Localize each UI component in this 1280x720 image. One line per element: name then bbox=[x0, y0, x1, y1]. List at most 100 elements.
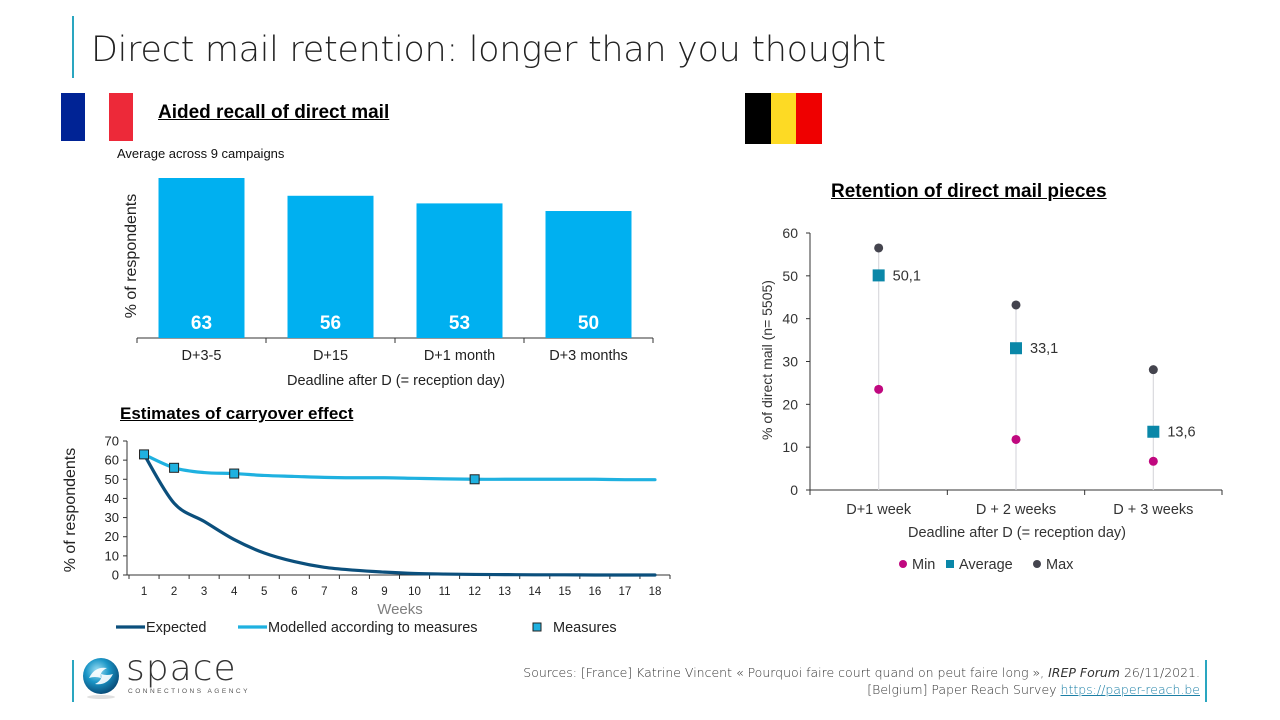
legend-label: Average bbox=[959, 557, 1013, 573]
y-axis-label: % of direct mail (n= 5505) bbox=[759, 280, 775, 440]
max-point bbox=[874, 243, 884, 253]
y-axis-label: % of respondents bbox=[62, 448, 79, 573]
flag-stripe bbox=[771, 93, 796, 144]
sources-publication: IREP Forum bbox=[1048, 665, 1120, 680]
measure-point bbox=[139, 449, 150, 460]
average-point bbox=[872, 269, 885, 282]
series-line-expected bbox=[142, 452, 657, 577]
measure-point bbox=[169, 462, 180, 473]
y-tick-label: 10 bbox=[782, 439, 798, 455]
min-point bbox=[1011, 434, 1021, 444]
bar bbox=[416, 203, 503, 338]
x-tick-label: 17 bbox=[619, 586, 632, 598]
x-tick-label: 5 bbox=[261, 586, 267, 598]
x-tick-label: D+15 bbox=[313, 348, 348, 364]
sources-line-1: Sources: [France] Katrine Vincent « Pour… bbox=[523, 664, 1200, 681]
x-tick-label: 8 bbox=[351, 586, 357, 598]
y-tick-label: 40 bbox=[782, 311, 798, 327]
max-point bbox=[1011, 300, 1021, 310]
france-flag bbox=[61, 93, 133, 141]
aided-recall-chart: 63 D+3-5 56 D+15 53 D+1 month 50 D+3 months % o… bbox=[123, 178, 654, 389]
min-point bbox=[1148, 456, 1158, 466]
x-tick-label: 3 bbox=[201, 586, 207, 598]
y-tick-label: 40 bbox=[105, 491, 119, 506]
x-tick-label: 1 bbox=[141, 586, 147, 598]
sources-text: Sources: [France] Katrine Vincent « Pour… bbox=[523, 665, 1045, 680]
retention-title: Retention of direct mail pieces bbox=[831, 181, 1107, 202]
title-accent-bar bbox=[72, 16, 74, 78]
x-tick-label: D+3 months bbox=[549, 348, 628, 364]
y-tick-label: 30 bbox=[782, 354, 798, 370]
min-point bbox=[874, 384, 884, 394]
logo-wordmark: space bbox=[126, 648, 237, 689]
x-tick-label: D+1 week bbox=[846, 502, 912, 518]
y-tick-label: 50 bbox=[105, 472, 119, 487]
x-tick-label: 16 bbox=[588, 586, 601, 598]
logo-tagline: CONNECTIONS AGENCY bbox=[128, 688, 250, 695]
measure-point bbox=[469, 474, 480, 485]
carryover-title: Estimates of carryover effect bbox=[120, 404, 354, 423]
y-tick-label: 20 bbox=[105, 529, 119, 544]
sources-text: [Belgium] Paper Reach Survey bbox=[867, 682, 1057, 697]
y-axis-label: % of respondents bbox=[123, 194, 140, 319]
flag-stripe bbox=[61, 93, 85, 141]
y-tick-label: 50 bbox=[782, 268, 798, 284]
y-tick-label: 60 bbox=[105, 453, 119, 468]
legend-swatch bbox=[946, 560, 954, 568]
bar-value-label: 50 bbox=[578, 313, 599, 334]
belgium-flag bbox=[745, 93, 822, 144]
y-tick-label: 10 bbox=[105, 548, 119, 563]
aided-recall-title: Aided recall of direct mail bbox=[158, 102, 390, 123]
flag-stripe bbox=[85, 93, 109, 141]
y-tick-label: 0 bbox=[112, 568, 119, 583]
y-tick-label: 60 bbox=[782, 225, 798, 241]
paper-reach-link[interactable]: https://paper-reach.be bbox=[1060, 682, 1200, 697]
y-tick-label: 20 bbox=[782, 396, 798, 412]
y-tick-label: 70 bbox=[105, 434, 119, 449]
x-tick-label: D+3-5 bbox=[182, 348, 222, 364]
x-tick-label: D+1 month bbox=[424, 348, 495, 364]
flag-stripe bbox=[796, 93, 822, 144]
sources-line-2: [Belgium] Paper Reach Survey https://pap… bbox=[523, 681, 1200, 698]
legend-marker-swatch bbox=[532, 622, 542, 632]
bar-value-label: 63 bbox=[191, 313, 212, 334]
x-tick-label: 11 bbox=[439, 586, 451, 598]
bar bbox=[158, 178, 245, 338]
x-tick-label: 4 bbox=[231, 586, 238, 598]
x-tick-label: 7 bbox=[321, 586, 327, 598]
average-value-label: 33,1 bbox=[1030, 341, 1058, 357]
x-axis-label: Weeks bbox=[377, 601, 423, 618]
legend-label: Expected bbox=[146, 620, 206, 636]
x-tick-label: 15 bbox=[558, 586, 571, 598]
footer-accent-bar bbox=[72, 660, 74, 702]
legend-label: Max bbox=[1046, 557, 1074, 573]
measure-point bbox=[229, 468, 240, 479]
x-tick-label: 2 bbox=[171, 586, 177, 598]
legend-label: Measures bbox=[553, 620, 617, 636]
average-point bbox=[1010, 342, 1022, 355]
x-tick-label: D + 3 weeks bbox=[1113, 502, 1193, 518]
y-tick-label: 30 bbox=[105, 510, 119, 525]
legend-swatch bbox=[1033, 560, 1041, 568]
series-line-modelled bbox=[142, 452, 657, 482]
legend-swatch bbox=[899, 560, 907, 568]
sources-date: 26/11/2021. bbox=[1123, 665, 1200, 680]
y-tick-label: 0 bbox=[790, 482, 798, 498]
retention-chart: 0 10 20 30 40 50 60 50,1 D+1 week 33,1 D + 2 weeks… bbox=[759, 225, 1223, 573]
x-axis-label: Deadline after D (= reception day) bbox=[908, 525, 1126, 541]
footer-accent-bar-right bbox=[1205, 660, 1207, 702]
x-tick-label: 10 bbox=[408, 586, 421, 598]
aided-recall-subtitle: Average across 9 campaigns bbox=[117, 146, 285, 161]
average-point bbox=[1147, 425, 1160, 438]
sources-note: Sources: [France] Katrine Vincent « Pour… bbox=[523, 664, 1200, 698]
x-tick-label: 14 bbox=[528, 586, 541, 598]
x-tick-label: 18 bbox=[649, 586, 662, 598]
space-logo-icon bbox=[83, 658, 119, 699]
x-tick-label: D + 2 weeks bbox=[976, 502, 1056, 518]
flag-stripe bbox=[745, 93, 771, 144]
bar-value-label: 56 bbox=[320, 313, 341, 334]
flag-stripe bbox=[109, 93, 133, 141]
bar bbox=[545, 211, 632, 338]
x-axis-label: Deadline after D (= reception day) bbox=[287, 373, 505, 389]
